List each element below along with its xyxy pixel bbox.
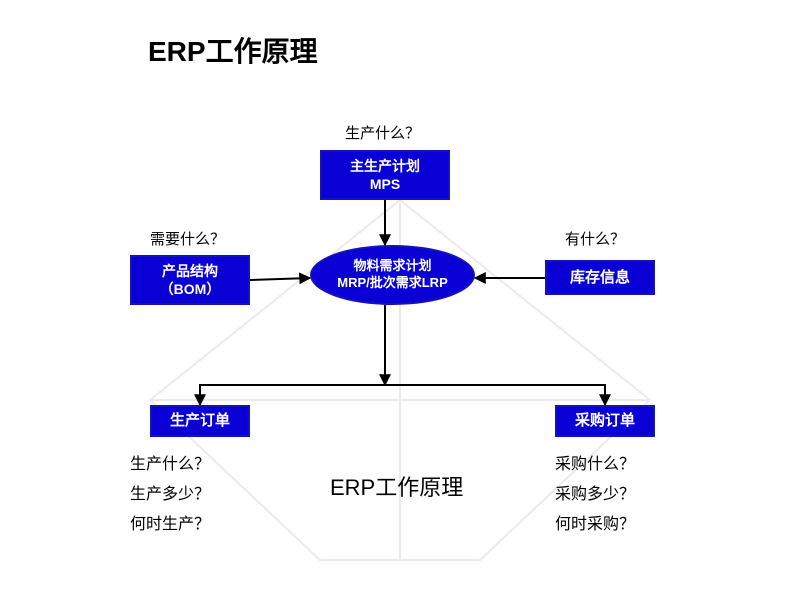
node-line: 主生产计划: [350, 157, 420, 175]
node-line: 物料需求计划: [353, 258, 431, 275]
edge: [250, 278, 310, 280]
question-item: 采购什么？: [555, 450, 635, 474]
question-item: 何时生产？: [130, 510, 210, 534]
node-bom: 产品结构（BOM）: [130, 255, 250, 305]
question-item: 生产多少？: [130, 480, 210, 504]
node-line: （BOM）: [160, 280, 221, 298]
page-title: ERP工作原理: [148, 30, 318, 70]
node-line: MRP/批次需求LRP: [337, 275, 448, 292]
prod-questions: 生产什么？ 生产多少？ 何时生产？: [130, 450, 210, 540]
node-purch-order: 采购订单: [555, 405, 655, 437]
purch-questions: 采购什么？ 采购多少？ 何时采购？: [555, 450, 635, 540]
edge: [200, 385, 385, 405]
question-item: 生产什么？: [130, 450, 210, 474]
caption-stock: 有什么？: [565, 228, 625, 249]
edge: [385, 385, 605, 405]
node-prod-order: 生产订单: [150, 405, 250, 437]
node-line: 生产订单: [170, 411, 230, 431]
node-mrp: 物料需求计划MRP/批次需求LRP: [310, 245, 475, 305]
node-mps: 主生产计划MPS: [320, 150, 450, 200]
footer-title: ERP工作原理: [330, 470, 463, 502]
caption-bom: 需要什么？: [150, 228, 225, 249]
diagram-canvas: ERP工作原理 生产什么？ 需要什么？ 有什么？ 主生产计划MPS 产品结构（B…: [0, 0, 800, 600]
node-line: MPS: [370, 175, 400, 193]
node-line: 库存信息: [570, 268, 630, 288]
node-stock: 库存信息: [545, 260, 655, 295]
question-item: 采购多少？: [555, 480, 635, 504]
node-line: 采购订单: [575, 411, 635, 431]
question-item: 何时采购？: [555, 510, 635, 534]
node-line: 产品结构: [162, 262, 218, 280]
caption-mps: 生产什么？: [345, 122, 420, 143]
